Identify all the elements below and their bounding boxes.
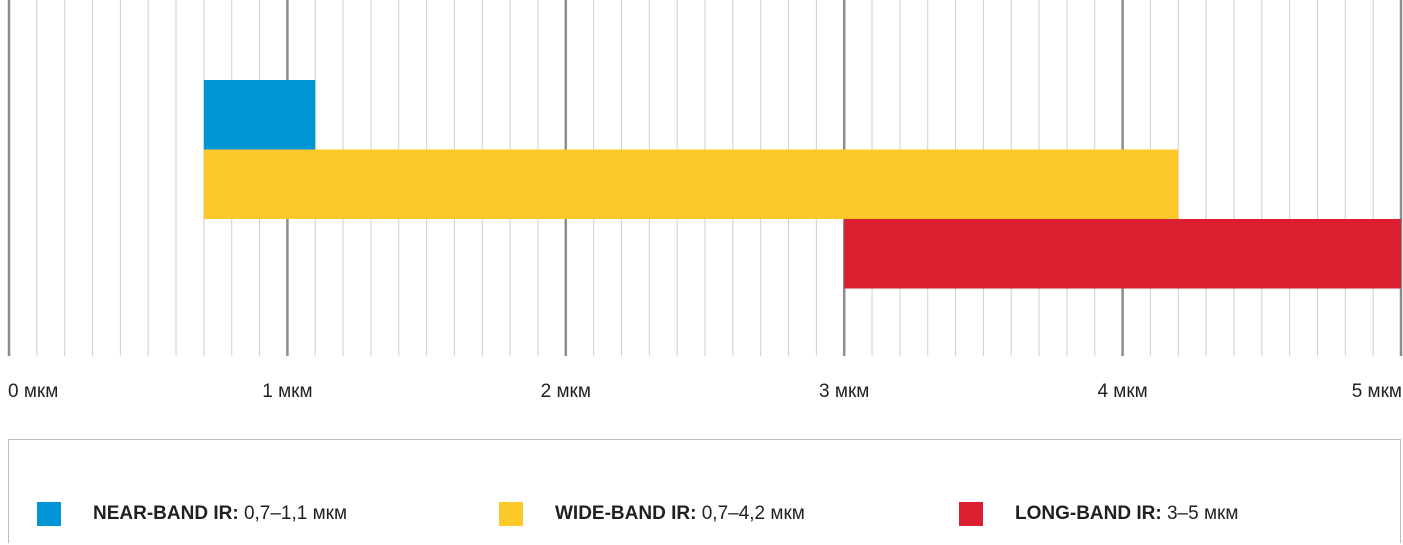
bar-near-band [203, 80, 316, 150]
legend-label-long-band: LONG-BAND IR: [1015, 503, 1162, 524]
x-tick-label: 5 мкм [1352, 381, 1402, 402]
legend-swatch-wide-band [499, 502, 523, 526]
legend-item-wide-band: WIDE-BAND IR: 0,7–4,2 мкм [499, 502, 805, 526]
chart: 0 мкм 1 мкм 2 мкм 3 мкм 4 мкм 5 мкм [7, 0, 1403, 402]
x-tick-label: 1 мкм [262, 381, 312, 402]
legend-item-long-band: LONG-BAND IR: 3–5 мкм [959, 502, 1238, 526]
x-tick-label: 0 мкм [8, 381, 58, 402]
legend-range-near-band: 0,7–1,1 мкм [243, 503, 348, 524]
x-tick-label: 4 мкм [1097, 381, 1147, 402]
legend-label-wide-band: WIDE-BAND IR: [555, 503, 697, 524]
legend-range-wide-band: 0,7–4,2 мкм [701, 503, 805, 524]
legend-swatch-long-band [959, 502, 983, 526]
x-tick-label: 3 мкм [819, 381, 869, 402]
legend: NEAR-BAND IR: 0,7–1,1 мкм WIDE-BAND IR: … [8, 439, 1401, 543]
x-tick-label: 2 мкм [541, 381, 591, 402]
bar-wide-band [203, 149, 1179, 219]
legend-item-near-band: NEAR-BAND IR: 0,7–1,1 мкм [37, 502, 347, 526]
legend-label-near-band: NEAR-BAND IR: [93, 503, 239, 524]
bar-long-band [844, 219, 1401, 289]
bars [203, 80, 1401, 289]
legend-swatch-near-band [37, 502, 61, 526]
tick-labels: 0 мкм 1 мкм 2 мкм 3 мкм 4 мкм 5 мкм [8, 381, 1402, 402]
legend-range-long-band: 3–5 мкм [1166, 503, 1239, 524]
